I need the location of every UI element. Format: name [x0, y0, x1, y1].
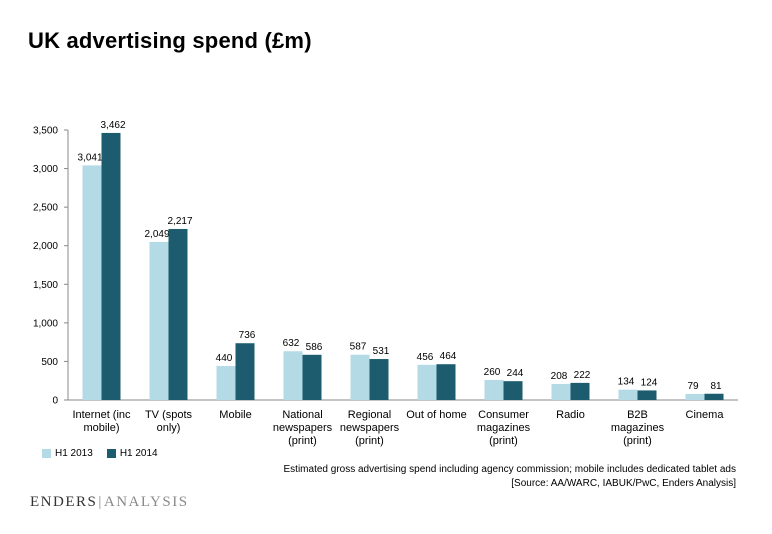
- y-tick-label: 0: [52, 396, 58, 407]
- x-tick-label: newspapers: [340, 422, 400, 434]
- data-label-h1-2014: 124: [641, 377, 658, 388]
- bar-h1-2014: [704, 393, 724, 400]
- x-tick-label: National: [282, 409, 322, 421]
- y-tick-label: 3,000: [33, 164, 58, 175]
- footnote: Estimated gross advertising spend includ…: [284, 463, 736, 491]
- brand-logo: ENDERS|ANALYSIS: [30, 494, 189, 511]
- brand-part-2: ANALYSIS: [103, 494, 189, 510]
- bar-h1-2013: [417, 364, 437, 400]
- data-label-h1-2013: 632: [283, 338, 300, 349]
- legend-label-h1-2013: H1 2013: [55, 448, 93, 459]
- footnote-source: [Source: AA/WARC, IABUK/PwC, Enders Anal…: [511, 478, 736, 489]
- legend-item-h1-2014: H1 2014: [106, 448, 158, 459]
- x-tick-label: magazines: [477, 422, 531, 434]
- data-label-h1-2014: 222: [574, 370, 591, 381]
- y-tick-label: 500: [41, 357, 58, 368]
- brand-part-1: ENDERS: [30, 494, 98, 510]
- footnote-line-1: Estimated gross advertising spend includ…: [283, 464, 736, 475]
- legend: H1 2013 H1 2014: [42, 448, 158, 459]
- data-label-h1-2013: 440: [216, 353, 233, 364]
- data-label-h1-2014: 3,462: [100, 120, 125, 131]
- data-label-h1-2014: 244: [507, 368, 524, 379]
- data-label-h1-2014: 736: [239, 330, 256, 341]
- x-tick-label: newspapers: [273, 422, 333, 434]
- bar-h1-2014: [168, 228, 188, 400]
- bar-h1-2013: [82, 165, 102, 400]
- data-label-h1-2013: 134: [618, 377, 635, 388]
- brand-separator: |: [98, 494, 103, 510]
- legend-item-h1-2013: H1 2013: [42, 448, 93, 459]
- bar-h1-2014: [637, 390, 657, 400]
- bar-h1-2013: [685, 393, 705, 400]
- x-tick-label: only): [157, 422, 181, 434]
- bar-h1-2013: [283, 351, 303, 400]
- legend-label-h1-2014: H1 2014: [119, 448, 158, 459]
- bar-h1-2014: [570, 382, 590, 400]
- data-label-h1-2014: 464: [440, 351, 457, 362]
- data-label-h1-2013: 260: [484, 367, 501, 378]
- bar-h1-2013: [216, 366, 236, 400]
- bar-h1-2014: [101, 132, 121, 400]
- x-tick-label: Out of home: [406, 409, 467, 421]
- x-tick-label: (print): [489, 435, 518, 447]
- x-tick-label: TV (spots: [145, 409, 193, 421]
- bar-h1-2013: [350, 354, 370, 400]
- data-label-h1-2013: 208: [551, 371, 568, 382]
- legend-swatch-h1-2013: [42, 449, 51, 458]
- bar-h1-2013: [149, 241, 169, 400]
- x-tick-label: (print): [355, 435, 384, 447]
- data-label-h1-2013: 79: [687, 381, 699, 392]
- data-label-h1-2013: 2,049: [144, 229, 169, 240]
- x-tick-label: (print): [288, 435, 317, 447]
- data-label-h1-2014: 2,217: [167, 216, 192, 227]
- bar-h1-2013: [618, 389, 638, 400]
- bar-h1-2014: [503, 381, 523, 400]
- y-tick-label: 2,000: [33, 241, 58, 252]
- x-tick-label: mobile): [83, 422, 119, 434]
- x-tick-label: Internet (inc: [72, 409, 131, 421]
- x-tick-label: B2B: [627, 409, 648, 421]
- bar-h1-2014: [235, 343, 255, 400]
- x-tick-label: Consumer: [478, 409, 529, 421]
- x-tick-label: Regional: [348, 409, 391, 421]
- bar-h1-2013: [484, 379, 504, 400]
- x-tick-label: Cinema: [686, 409, 725, 421]
- y-tick-label: 1,000: [33, 318, 58, 329]
- bar-h1-2014: [436, 364, 456, 400]
- bar-h1-2013: [551, 383, 571, 400]
- y-tick-label: 1,500: [33, 280, 58, 291]
- data-label-h1-2013: 587: [350, 342, 367, 353]
- x-tick-label: Radio: [556, 409, 585, 421]
- x-tick-label: (print): [623, 435, 652, 447]
- data-label-h1-2014: 531: [373, 346, 390, 357]
- data-label-h1-2013: 456: [417, 352, 434, 363]
- data-label-h1-2013: 3,041: [77, 152, 102, 163]
- chart-title: UK advertising spend (£m): [28, 28, 312, 53]
- y-tick-label: 3,500: [33, 126, 58, 137]
- y-tick-label: 2,500: [33, 203, 58, 214]
- bar-h1-2014: [302, 354, 322, 400]
- legend-swatch-h1-2014: [106, 449, 116, 458]
- data-label-h1-2014: 586: [306, 342, 323, 353]
- bar-h1-2014: [369, 359, 389, 400]
- x-tick-label: magazines: [611, 422, 665, 434]
- x-tick-label: Mobile: [219, 409, 251, 421]
- data-label-h1-2014: 81: [710, 381, 722, 392]
